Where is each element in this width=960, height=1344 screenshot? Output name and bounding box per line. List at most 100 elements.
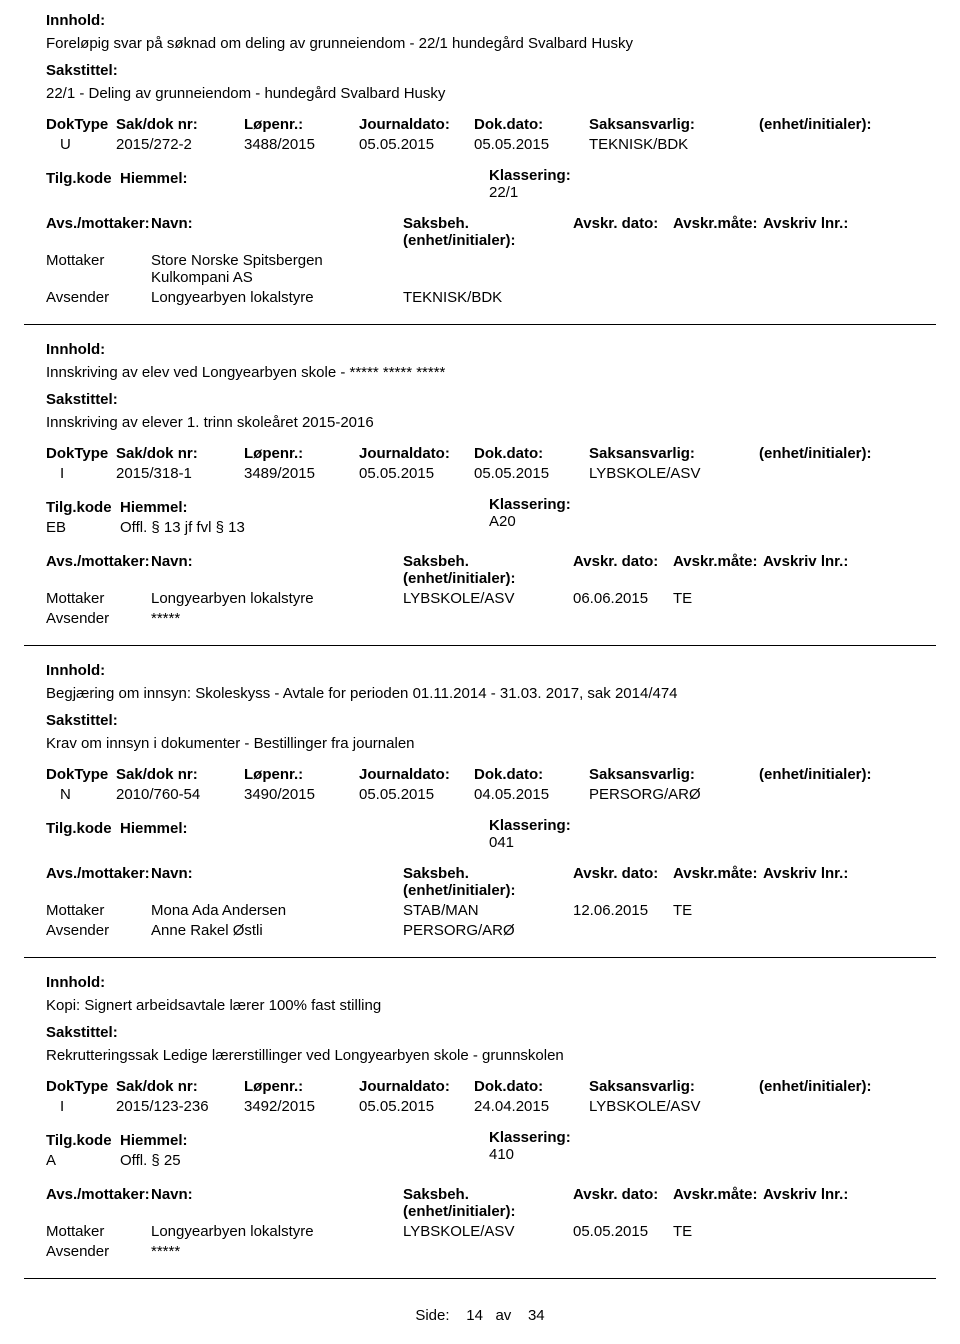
party-avskrivlnr: [763, 922, 853, 939]
sakdok-label: Sak/dok nr:: [116, 1078, 244, 1095]
party-saksbeh: PERSORG/ARØ: [403, 922, 573, 939]
enhet-value: [759, 786, 909, 803]
sakstittel-label: Sakstittel:: [46, 1024, 936, 1041]
saksansv-value: TEKNISK/BDK: [589, 136, 759, 153]
avskrivlnr-label: Avskriv lnr.:: [763, 215, 853, 249]
classification-row: Tilg.kode Hiemmel: EB Offl. § 13 jf fvl …: [46, 496, 936, 539]
party-avskrmate: [673, 922, 763, 939]
party-avskrdato: 12.06.2015: [573, 902, 673, 919]
klassering-value: A20: [489, 513, 571, 530]
party-avskrmate: [673, 1243, 763, 1260]
party-avskrmate: TE: [673, 902, 763, 919]
meta-value-row: I 2015/318-1 3489/2015 05.05.2015 05.05.…: [46, 465, 936, 482]
enhet-value: [759, 136, 909, 153]
enhet-label: (enhet/initialer):: [759, 766, 909, 783]
klassering-value: 041: [489, 834, 571, 851]
klassering-label: Klassering:: [489, 817, 571, 834]
party-row: Avsender Anne Rakel Østli PERSORG/ARØ: [46, 922, 936, 939]
party-saksbeh: STAB/MAN: [403, 902, 573, 919]
tilgkode-label: Tilg.kode: [46, 499, 120, 516]
hjemmel-label: Hiemmel:: [120, 820, 188, 837]
party-avskrmate: TE: [673, 1223, 763, 1240]
jdato-label: Journaldato:: [359, 1078, 474, 1095]
party-role: Avsender: [46, 1243, 151, 1260]
dokdato-value: 04.05.2015: [474, 786, 589, 803]
meta-header-row: DokType Sak/dok nr: Løpenr.: Journaldato…: [46, 445, 936, 462]
saksansv-label: Saksansvarlig:: [589, 445, 759, 462]
navn-label: Navn:: [151, 1186, 403, 1220]
page-footer: Side: 14 av 34: [24, 1307, 936, 1324]
enhet-value: [759, 1098, 909, 1115]
klassering-label: Klassering:: [489, 1129, 571, 1146]
party-avskrdato: 06.06.2015: [573, 590, 673, 607]
party-role: Mottaker: [46, 902, 151, 919]
party-avskrivlnr: [763, 289, 853, 306]
party-avskrdato: [573, 1243, 673, 1260]
party-saksbeh: [403, 1243, 573, 1260]
saksansv-label: Saksansvarlig:: [589, 1078, 759, 1095]
saksansv-label: Saksansvarlig:: [589, 116, 759, 133]
doktype-label: DokType: [46, 1078, 116, 1095]
party-name: Store Norske Spitsbergen Kulkompani AS: [151, 252, 403, 286]
innhold-text: Foreløpig svar på søknad om deling av gr…: [46, 35, 936, 52]
footer-av-label: av: [495, 1307, 511, 1324]
party-avskrivlnr: [763, 610, 853, 627]
avsmott-label: Avs./mottaker:: [46, 865, 151, 899]
parties-header-row: Avs./mottaker: Navn: Saksbeh.(enhet/init…: [46, 553, 936, 587]
classification-row: Tilg.kode Hiemmel: A Offl. § 25 Klasseri…: [46, 1129, 936, 1172]
avskrivlnr-label: Avskriv lnr.:: [763, 865, 853, 899]
saksansv-value: LYBSKOLE/ASV: [589, 465, 759, 482]
party-name: Longyearbyen lokalstyre: [151, 289, 403, 306]
innhold-label: Innhold:: [46, 662, 936, 679]
party-saksbeh: TEKNISK/BDK: [403, 289, 573, 306]
sakstittel-label: Sakstittel:: [46, 62, 936, 79]
klassering-value: 22/1: [489, 184, 571, 201]
saksbeh-label: Saksbeh.(enhet/initialer):: [403, 215, 573, 249]
meta-header-row: DokType Sak/dok nr: Løpenr.: Journaldato…: [46, 766, 936, 783]
innhold-text: Innskriving av elev ved Longyearbyen sko…: [46, 364, 936, 381]
party-role: Avsender: [46, 289, 151, 306]
meta-header-row: DokType Sak/dok nr: Løpenr.: Journaldato…: [46, 1078, 936, 1095]
avskrmate-label: Avskr.måte:: [673, 1186, 763, 1220]
sakstittel-label: Sakstittel:: [46, 391, 936, 408]
party-avskrdato: 05.05.2015: [573, 1223, 673, 1240]
journal-entry: Innhold: Foreløpig svar på søknad om del…: [24, 12, 936, 325]
dokdato-label: Dok.dato:: [474, 445, 589, 462]
avskrmate-label: Avskr.måte:: [673, 553, 763, 587]
party-avskrmate: [673, 289, 763, 306]
dokdato-label: Dok.dato:: [474, 116, 589, 133]
doktype-value: U: [46, 136, 116, 153]
party-row: Mottaker Mona Ada Andersen STAB/MAN 12.0…: [46, 902, 936, 919]
party-name: Mona Ada Andersen: [151, 902, 403, 919]
sakdok-value: 2015/272-2: [116, 136, 244, 153]
saksbeh-label: Saksbeh.(enhet/initialer):: [403, 865, 573, 899]
entry-divider: [24, 645, 936, 646]
innhold-label: Innhold:: [46, 341, 936, 358]
lopenr-label: Løpenr.:: [244, 766, 359, 783]
sakstittel-text: 22/1 - Deling av grunneiendom - hundegår…: [46, 85, 936, 102]
avskrdato-label: Avskr. dato:: [573, 553, 673, 587]
jdato-value: 05.05.2015: [359, 786, 474, 803]
avskrdato-label: Avskr. dato:: [573, 1186, 673, 1220]
jdato-value: 05.05.2015: [359, 465, 474, 482]
saksbeh-label: Saksbeh.(enhet/initialer):: [403, 1186, 573, 1220]
meta-value-row: I 2015/123-236 3492/2015 05.05.2015 24.0…: [46, 1098, 936, 1115]
jdato-value: 05.05.2015: [359, 136, 474, 153]
avskrdato-label: Avskr. dato:: [573, 865, 673, 899]
dokdato-label: Dok.dato:: [474, 766, 589, 783]
party-row: Avsender Longyearbyen lokalstyre TEKNISK…: [46, 289, 936, 306]
hjemmel-label: Hiemmel:: [120, 1132, 188, 1149]
journal-entry: Innhold: Kopi: Signert arbeidsavtale lær…: [24, 974, 936, 1279]
parties-header-row: Avs./mottaker: Navn: Saksbeh.(enhet/init…: [46, 215, 936, 249]
party-row: Avsender *****: [46, 610, 936, 627]
party-name: Longyearbyen lokalstyre: [151, 590, 403, 607]
party-row: Mottaker Longyearbyen lokalstyre LYBSKOL…: [46, 1223, 936, 1240]
sakdok-label: Sak/dok nr:: [116, 116, 244, 133]
party-avskrdato: [573, 610, 673, 627]
entry-divider: [24, 324, 936, 325]
party-name: *****: [151, 610, 403, 627]
lopenr-value: 3489/2015: [244, 465, 359, 482]
parties-header-row: Avs./mottaker: Navn: Saksbeh.(enhet/init…: [46, 865, 936, 899]
hjemmel-label: Hiemmel:: [120, 499, 188, 516]
navn-label: Navn:: [151, 553, 403, 587]
